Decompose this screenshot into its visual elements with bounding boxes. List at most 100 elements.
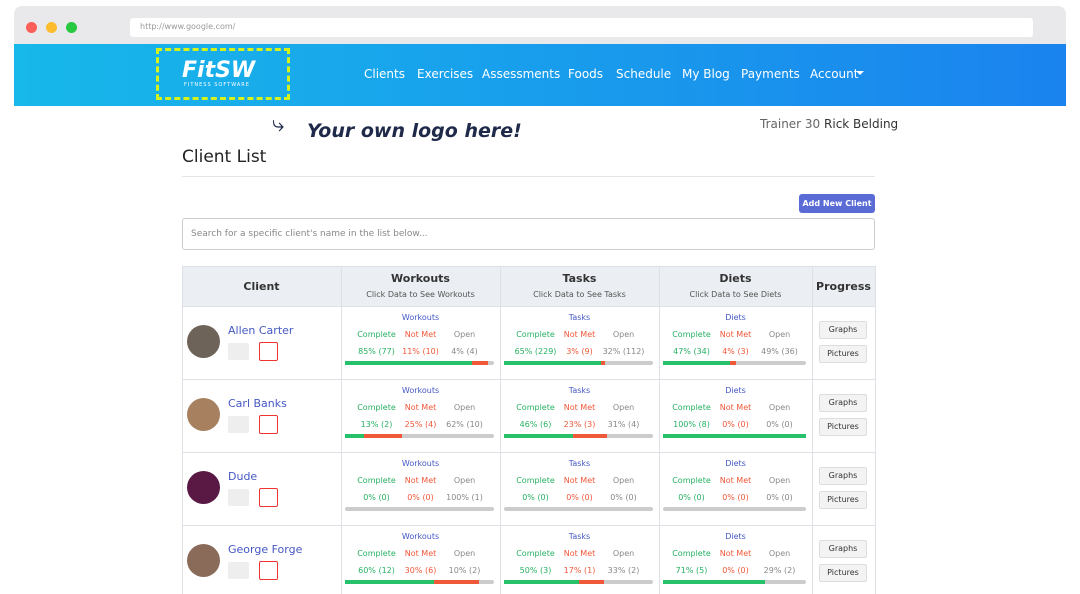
pictures-button[interactable]: Pictures: [819, 418, 867, 436]
status-value[interactable]: 0% (0): [766, 420, 793, 429]
message-button[interactable]: [228, 489, 249, 506]
pictures-button[interactable]: Pictures: [819, 564, 867, 582]
status-value[interactable]: 46% (6): [519, 420, 552, 429]
client-name[interactable]: Allen Carter: [228, 324, 294, 337]
add-button[interactable]: Add New Client: [799, 194, 875, 213]
status-value[interactable]: 0% (0): [722, 420, 749, 429]
status-label: Complete: [357, 403, 396, 412]
nav-link[interactable]: Payments: [741, 67, 800, 81]
status-value[interactable]: 4% (3): [722, 347, 749, 356]
graphs-button[interactable]: Graphs: [819, 540, 867, 558]
delete-button[interactable]: [259, 342, 278, 361]
divider: [182, 176, 875, 177]
status-label: Complete: [672, 476, 711, 485]
delete-button[interactable]: [259, 561, 278, 580]
bar-complete: [663, 434, 806, 438]
nav-link[interactable]: Exercises: [417, 67, 474, 81]
graphs-button[interactable]: Graphs: [819, 321, 867, 339]
graphs-button[interactable]: Graphs: [819, 394, 867, 412]
status-value[interactable]: 50% (3): [519, 566, 552, 575]
status-value[interactable]: 17% (1): [563, 566, 596, 575]
status-value[interactable]: 32% (112): [602, 347, 645, 356]
cell-link[interactable]: Diets: [725, 532, 746, 541]
status-value[interactable]: 0% (0): [610, 493, 637, 502]
message-button[interactable]: [228, 416, 249, 433]
bar-complete: [345, 361, 472, 365]
status-value[interactable]: 31% (4): [607, 420, 640, 429]
bar-track: [345, 507, 494, 511]
status-value[interactable]: 33% (2): [607, 566, 640, 575]
status-value[interactable]: 23% (3): [563, 420, 596, 429]
status-value[interactable]: 10% (2): [448, 566, 481, 575]
message-button[interactable]: [228, 562, 249, 579]
cell-link[interactable]: Tasks: [568, 313, 591, 322]
status-value[interactable]: 0% (0): [766, 493, 793, 502]
status-value[interactable]: 11% (10): [402, 347, 439, 356]
search-box[interactable]: [182, 218, 875, 250]
client-name[interactable]: Carl Banks: [228, 397, 287, 410]
status-value[interactable]: 0% (0): [722, 493, 749, 502]
cell-link[interactable]: Diets: [725, 313, 746, 322]
header-sub: Click Data to See Workouts: [366, 290, 475, 299]
status-value[interactable]: 0% (0): [407, 493, 434, 502]
nav-link[interactable]: Foods: [568, 67, 604, 81]
search-placeholder: Search for a specific client's name in t…: [191, 229, 428, 239]
status-label: Open: [612, 549, 635, 558]
status-value[interactable]: 49% (36): [761, 347, 798, 356]
header-progress: Progress: [816, 280, 871, 293]
status-value[interactable]: 71% (5): [675, 566, 708, 575]
cell-link[interactable]: Diets: [725, 386, 746, 395]
row-border: [182, 379, 875, 380]
status-value[interactable]: 29% (2): [763, 566, 796, 575]
graphs-button[interactable]: Graphs: [819, 467, 867, 485]
status-value[interactable]: 0% (0): [566, 493, 593, 502]
header-group: Tasks: [562, 272, 597, 285]
cell-link[interactable]: Tasks: [568, 386, 591, 395]
window-dot: [66, 22, 77, 33]
status-label: Complete: [516, 403, 555, 412]
status-value[interactable]: 3% (9): [566, 347, 593, 356]
status-label: Open: [612, 476, 635, 485]
bar-track: [345, 434, 494, 438]
message-button[interactable]: [228, 343, 249, 360]
status-value[interactable]: 85% (77): [358, 347, 395, 356]
status-value[interactable]: 62% (10): [446, 420, 483, 429]
client-name[interactable]: Dude: [228, 470, 258, 483]
cell-link[interactable]: Workouts: [401, 313, 440, 322]
status-value[interactable]: 30% (6): [404, 566, 437, 575]
bar-complete: [504, 580, 579, 584]
pictures-button[interactable]: Pictures: [819, 345, 867, 363]
status-value[interactable]: 0% (0): [722, 566, 749, 575]
nav-link[interactable]: My Blog: [682, 67, 730, 81]
table-header-bg: [182, 266, 875, 306]
cell-link[interactable]: Workouts: [401, 386, 440, 395]
status-value[interactable]: 100% (8): [673, 420, 710, 429]
url-bar: [130, 18, 1033, 37]
client-name[interactable]: George Forge: [228, 543, 303, 556]
status-value[interactable]: 0% (0): [363, 493, 390, 502]
delete-button[interactable]: [259, 415, 278, 434]
cell-link[interactable]: Tasks: [568, 532, 591, 541]
cell-link[interactable]: Workouts: [401, 532, 440, 541]
nav-link[interactable]: Clients: [364, 67, 405, 81]
nav-link[interactable]: Schedule: [616, 67, 672, 81]
status-value[interactable]: 4% (4): [451, 347, 478, 356]
status-value[interactable]: 100% (1): [446, 493, 483, 502]
delete-button[interactable]: [259, 488, 278, 507]
status-label: Complete: [357, 549, 396, 558]
status-value[interactable]: 13% (2): [360, 420, 393, 429]
cell-link[interactable]: Workouts: [401, 459, 440, 468]
nav-link[interactable]: Assessments: [482, 67, 561, 81]
status-value[interactable]: 60% (12): [358, 566, 395, 575]
header-group: Workouts: [391, 272, 450, 285]
nav-link[interactable]: Account: [810, 67, 859, 81]
status-value[interactable]: 0% (0): [522, 493, 549, 502]
status-value[interactable]: 25% (4): [404, 420, 437, 429]
cell-link[interactable]: Tasks: [568, 459, 591, 468]
bar-complete: [663, 580, 765, 584]
pictures-button[interactable]: Pictures: [819, 491, 867, 509]
status-value[interactable]: 65% (229): [514, 347, 557, 356]
status-value[interactable]: 47% (34): [673, 347, 710, 356]
status-value[interactable]: 0% (0): [678, 493, 705, 502]
cell-link[interactable]: Diets: [725, 459, 746, 468]
